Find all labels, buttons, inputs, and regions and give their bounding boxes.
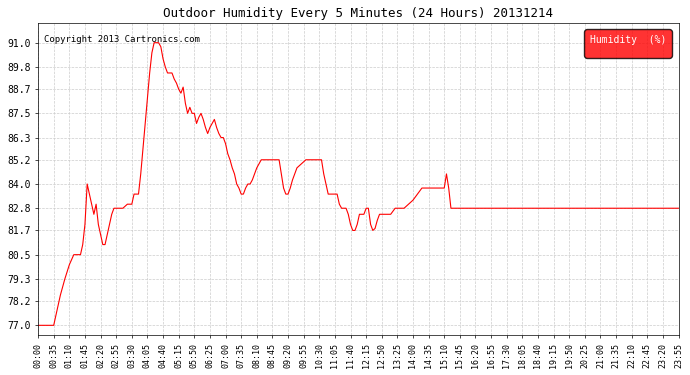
Legend:  [584, 30, 671, 57]
Title: Outdoor Humidity Every 5 Minutes (24 Hours) 20131214: Outdoor Humidity Every 5 Minutes (24 Hou… [164, 7, 553, 20]
Text: Copyright 2013 Cartronics.com: Copyright 2013 Cartronics.com [44, 35, 200, 44]
